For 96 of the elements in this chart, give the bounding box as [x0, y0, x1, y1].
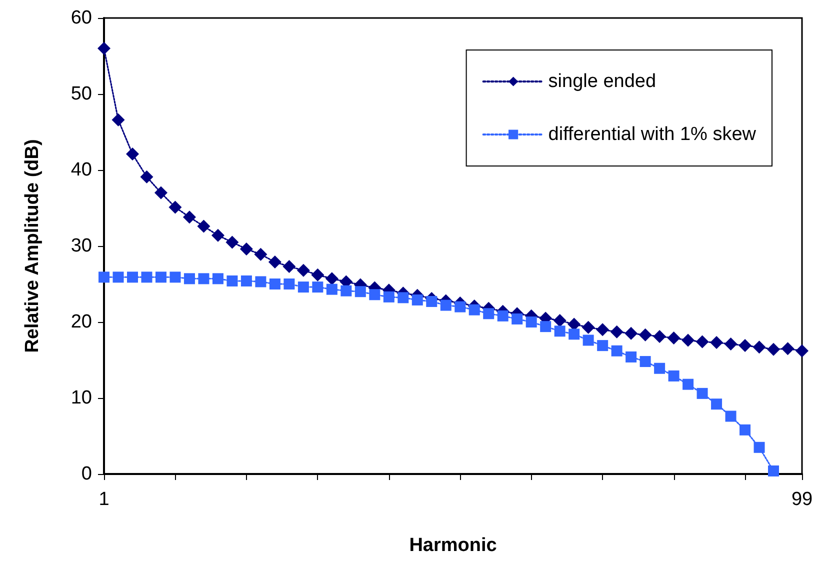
- point: [540, 321, 552, 332]
- point: [426, 296, 438, 307]
- point: [483, 308, 494, 320]
- point: [768, 465, 780, 476]
- legend-label: differential with 1% skew: [548, 124, 756, 145]
- legend-label: single ended: [548, 71, 656, 92]
- point: [568, 328, 580, 340]
- x-tick-label: 99: [791, 489, 813, 510]
- point: [526, 316, 537, 328]
- point: [654, 362, 666, 374]
- point: [140, 170, 154, 184]
- y-tick-label: 10: [70, 388, 92, 408]
- point: [226, 236, 239, 249]
- point: [141, 272, 152, 283]
- point: [112, 113, 125, 126]
- point: [754, 442, 765, 453]
- point: [611, 345, 622, 356]
- y-tick-label: 30: [70, 236, 92, 256]
- y-tick-label: 40: [70, 160, 92, 180]
- point: [638, 328, 652, 342]
- point: [667, 331, 680, 344]
- point: [240, 275, 252, 286]
- point: [255, 276, 266, 288]
- point: [568, 318, 581, 331]
- point: [197, 220, 210, 233]
- point: [610, 325, 624, 338]
- point: [126, 148, 139, 161]
- point: [354, 286, 366, 298]
- point: [710, 336, 724, 350]
- point: [597, 340, 608, 352]
- point: [98, 272, 110, 283]
- point: [369, 289, 380, 300]
- point: [240, 242, 253, 256]
- point: [468, 304, 480, 316]
- point: [596, 323, 610, 336]
- point: [725, 410, 736, 422]
- point: [668, 370, 680, 382]
- point: [740, 424, 751, 436]
- point: [696, 335, 709, 348]
- point: [653, 330, 666, 343]
- point: [168, 200, 182, 214]
- point: [696, 388, 708, 399]
- x-axis-title: Harmonic: [409, 535, 498, 556]
- y-axis-title: Relative Amplitude (dB): [22, 139, 43, 353]
- point: [268, 255, 282, 268]
- point: [154, 186, 168, 200]
- point: [184, 273, 195, 284]
- point: [98, 42, 110, 55]
- point: [282, 260, 296, 274]
- point: [582, 320, 595, 334]
- point: [312, 282, 324, 293]
- point: [211, 228, 224, 242]
- point: [796, 344, 808, 358]
- point: [155, 272, 166, 283]
- point: [340, 285, 352, 296]
- point: [383, 291, 394, 302]
- x-tick-label: 1: [98, 489, 110, 510]
- point: [554, 326, 566, 337]
- point: [182, 210, 196, 224]
- point: [626, 351, 637, 362]
- y-tick-label: 0: [81, 464, 92, 484]
- point: [326, 284, 338, 295]
- y-tick-label: 20: [70, 312, 92, 332]
- point: [682, 378, 694, 390]
- point: [553, 314, 566, 327]
- point: [298, 282, 309, 293]
- point: [284, 278, 295, 290]
- point: [624, 326, 638, 340]
- point: [738, 339, 752, 352]
- point: [212, 273, 224, 284]
- point: [711, 398, 722, 410]
- point: [198, 273, 210, 284]
- point: [254, 248, 268, 261]
- point: [582, 334, 594, 346]
- y-tick-label: 60: [70, 8, 92, 28]
- point: [640, 356, 651, 368]
- y-tick-label: 50: [70, 84, 92, 104]
- point: [724, 338, 738, 351]
- point: [311, 268, 324, 282]
- point: [170, 272, 181, 283]
- point: [781, 342, 794, 356]
- point: [440, 300, 452, 311]
- point: [512, 313, 523, 324]
- point: [296, 264, 310, 277]
- point: [126, 272, 138, 283]
- point: [454, 301, 466, 312]
- point: [682, 334, 695, 347]
- point: [325, 272, 338, 286]
- point: [112, 272, 124, 283]
- point: [269, 278, 280, 290]
- point: [497, 310, 508, 322]
- point: [752, 340, 766, 354]
- point: [767, 342, 780, 356]
- point: [226, 275, 238, 286]
- point: [412, 294, 423, 306]
- point: [398, 292, 409, 304]
